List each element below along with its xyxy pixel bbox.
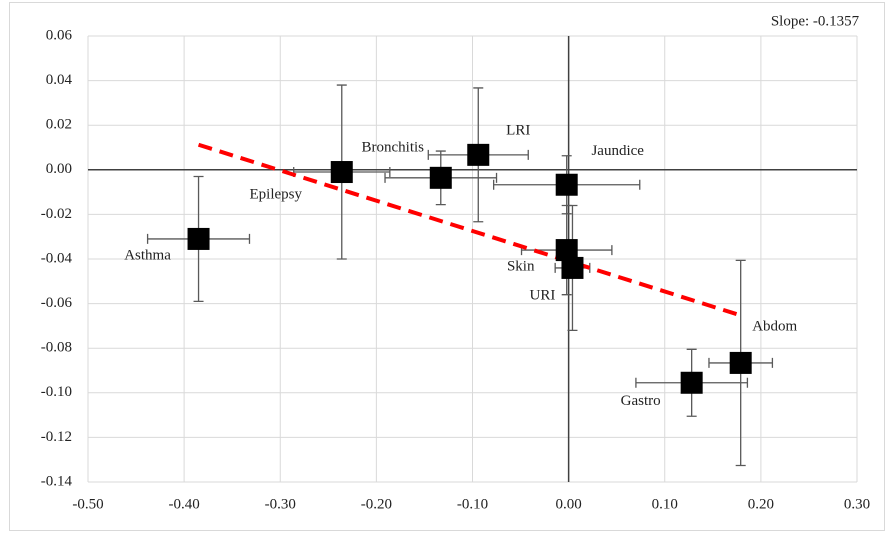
x-tick-label: 0.30 — [844, 496, 870, 512]
y-tick-label: -0.14 — [41, 473, 73, 489]
x-tick-label: -0.20 — [361, 496, 392, 512]
y-tick-label: -0.08 — [41, 340, 72, 356]
y-tick-label: -0.10 — [41, 384, 72, 400]
x-tick-label: -0.50 — [72, 496, 103, 512]
point-label: Jaundice — [591, 143, 644, 159]
y-tick-label: -0.12 — [41, 429, 72, 445]
point-label: Gastro — [621, 393, 661, 409]
point-label: Asthma — [124, 247, 171, 263]
point — [467, 143, 490, 166]
x-tick-label: -0.30 — [265, 496, 296, 512]
point-label: LRI — [506, 122, 530, 138]
slope-annotation: Slope: -0.1357 — [771, 13, 860, 29]
point — [561, 256, 584, 279]
chart-border — [9, 2, 885, 531]
x-tick-label: -0.10 — [457, 496, 488, 512]
y-tick-label: 0.00 — [46, 161, 72, 177]
point — [429, 166, 452, 189]
trendline — [197, 142, 743, 318]
x-tick-label: 0.20 — [748, 496, 774, 512]
point — [729, 351, 752, 374]
point — [555, 173, 578, 196]
point-label: Epilepsy — [250, 186, 303, 202]
point-label: Abdom — [752, 318, 797, 334]
y-tick-label: -0.06 — [41, 295, 73, 311]
x-tick-label: -0.40 — [169, 496, 200, 512]
point — [187, 227, 210, 250]
point-label: Bronchitis — [362, 139, 425, 155]
y-tick-label: -0.02 — [41, 206, 72, 222]
x-tick-label: 0.00 — [556, 496, 582, 512]
point — [555, 239, 578, 262]
point-label: URI — [530, 287, 556, 303]
y-tick-label: 0.02 — [46, 117, 72, 133]
y-tick-label: 0.06 — [46, 27, 73, 43]
point — [680, 371, 703, 394]
point-label: Skin — [507, 259, 535, 275]
y-tick-label: -0.04 — [41, 250, 73, 266]
point — [330, 161, 353, 184]
y-tick-label: 0.04 — [46, 72, 73, 88]
x-tick-label: 0.10 — [652, 496, 678, 512]
